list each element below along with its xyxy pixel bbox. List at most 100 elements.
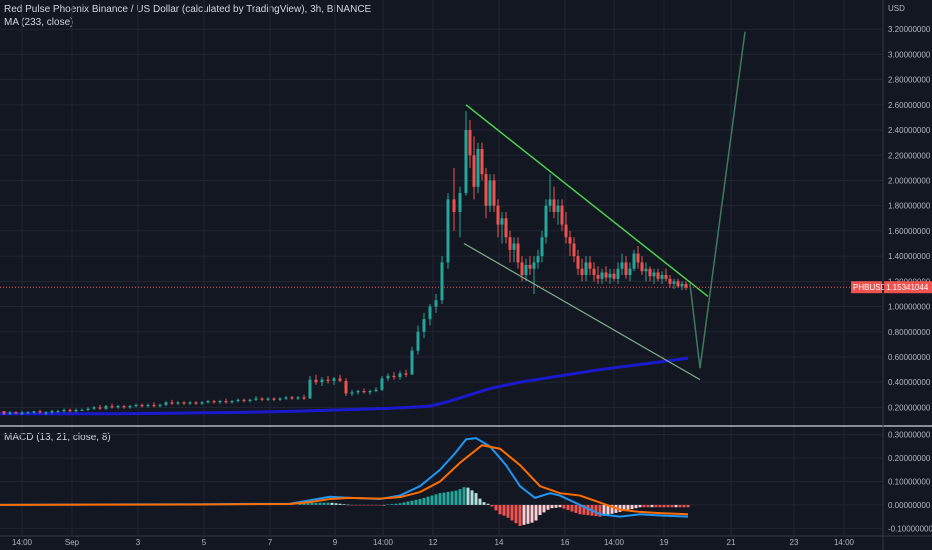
macd-histogram-bar	[642, 504, 646, 508]
macd-histogram-bar	[678, 504, 682, 508]
symbol-tag-label: PHBUSD	[853, 283, 887, 292]
macd-histogram-bar	[430, 495, 434, 505]
macd-histogram-bar	[370, 504, 374, 506]
time-tick-label: 14:00	[12, 538, 33, 547]
candle-body	[200, 402, 204, 404]
candle-body	[218, 401, 222, 403]
price-tick-label: 2.00000000	[888, 176, 931, 185]
candle-body	[684, 283, 688, 288]
candle-body	[410, 350, 414, 375]
macd-histogram-bar	[514, 504, 518, 524]
candle-body	[440, 262, 444, 301]
time-tick-label: 3	[136, 538, 141, 547]
macd-histogram-bar	[618, 504, 622, 512]
candle-body	[572, 243, 576, 257]
macd-histogram-bar	[634, 504, 638, 509]
macd-histogram-bar	[682, 504, 686, 508]
macd-histogram-bar	[478, 498, 482, 505]
candle-body	[608, 273, 612, 278]
candle-body	[170, 402, 174, 404]
time-tick-label: 23	[790, 538, 799, 547]
candle-body	[110, 406, 114, 408]
macd-tick-label: 0.30000000	[888, 431, 931, 440]
macd-histogram-bar	[306, 503, 310, 505]
macd-histogram-bar	[318, 502, 322, 505]
time-tick-label: 14:00	[604, 538, 625, 547]
candle-body	[74, 409, 78, 412]
macd-histogram-bar	[434, 494, 438, 505]
macd-histogram-bar	[546, 504, 550, 510]
candle-body	[224, 401, 228, 403]
candle-body	[98, 407, 102, 409]
candle-body	[488, 180, 492, 206]
candle-body	[660, 275, 664, 279]
macd-histogram-bar	[458, 489, 462, 505]
macd-tick-label: 0.00000000	[888, 501, 931, 510]
candle-body	[188, 402, 192, 404]
time-tick-label: 12	[429, 538, 438, 547]
candle-body	[116, 406, 120, 408]
candle-body	[338, 378, 342, 381]
candle-body	[38, 411, 42, 413]
ma-legend: MA (233, close)	[4, 17, 74, 28]
price-tick-label: 0.80000000	[888, 328, 931, 337]
macd-histogram-bar	[554, 504, 558, 508]
price-tick-label: 0.40000000	[888, 378, 931, 387]
price-tick-label: 2.60000000	[888, 101, 931, 110]
macd-histogram-bar	[670, 504, 674, 508]
candle-body	[194, 402, 198, 404]
candle-body	[248, 399, 252, 402]
candle-body	[290, 397, 294, 399]
candle-body	[648, 268, 652, 277]
candle-body	[524, 264, 528, 276]
candle-body	[616, 268, 620, 279]
candle-body	[362, 391, 366, 393]
macd-histogram-bar	[410, 500, 414, 505]
macd-histogram-bar	[570, 504, 574, 512]
macd-tick-label: -0.10000000	[888, 524, 932, 533]
price-tick-label: 2.80000000	[888, 76, 931, 85]
candle-body	[464, 130, 468, 194]
price-tick-label: 1.40000000	[888, 252, 931, 261]
candle-body	[500, 218, 504, 225]
macd-histogram-bar	[350, 504, 354, 506]
candle-body	[434, 300, 438, 307]
candle-body	[552, 199, 556, 212]
candle-body	[588, 262, 592, 269]
candle-body	[68, 409, 72, 412]
macd-histogram-bar	[594, 504, 598, 517]
candle-body	[504, 218, 508, 238]
candle-body	[668, 278, 672, 284]
macd-histogram-bar	[542, 504, 546, 513]
price-tick-label: 1.80000000	[888, 202, 931, 211]
macd-histogram-bar	[506, 504, 510, 518]
candle-body	[296, 397, 300, 399]
macd-histogram-bar	[658, 504, 662, 508]
time-tick-label: 16	[561, 538, 570, 547]
macd-histogram-bar	[602, 504, 606, 516]
macd-histogram-bar	[414, 499, 418, 505]
macd-histogram-bar	[422, 497, 426, 505]
macd-histogram-bar	[662, 504, 666, 508]
candle-body	[50, 411, 54, 413]
macd-histogram-bar	[574, 504, 578, 513]
candle-body	[640, 262, 644, 272]
support-trendline	[463, 242, 701, 381]
candle-body	[472, 155, 476, 187]
macd-histogram-bar	[398, 503, 402, 505]
time-tick-label: 7	[268, 538, 273, 547]
macd-histogram-bar	[534, 504, 538, 521]
candle-body	[512, 243, 516, 250]
candle-body	[548, 199, 552, 206]
macd-histogram-bar	[474, 493, 478, 505]
candle-body	[86, 408, 90, 410]
candle-body	[140, 404, 144, 407]
candle-body	[632, 253, 636, 269]
macd-histogram-bar	[374, 504, 378, 506]
macd-histogram-bar	[462, 487, 466, 505]
macd-histogram-bar	[438, 493, 442, 505]
candle-body	[272, 398, 276, 400]
macd-histogram-bar	[582, 504, 586, 515]
macd-histogram-bar	[426, 496, 430, 505]
